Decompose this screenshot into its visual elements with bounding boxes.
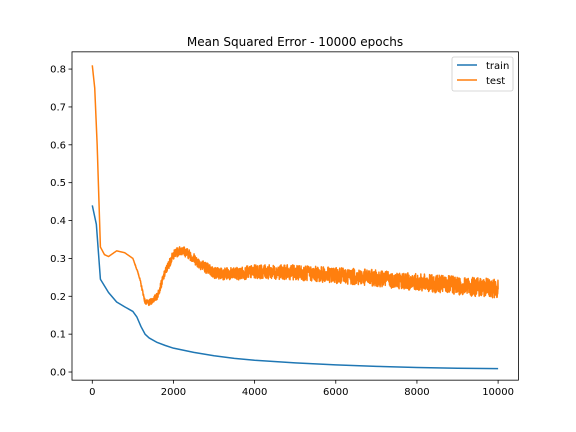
x-tick-label: 8000 bbox=[404, 387, 429, 398]
legend-label-test: test bbox=[486, 76, 505, 87]
y-tick-label: 0.0 bbox=[50, 368, 66, 379]
legend: train test bbox=[451, 56, 514, 92]
y-tick-label: 0.7 bbox=[50, 102, 66, 113]
y-tick-label: 0.5 bbox=[50, 178, 66, 189]
series-layer bbox=[91, 65, 499, 370]
y-tick-label: 0.6 bbox=[50, 140, 66, 151]
x-tick-label: 10000 bbox=[482, 387, 514, 398]
chart-title: Mean Squared Error - 10000 epochs bbox=[187, 35, 403, 49]
x-tick-label: 4000 bbox=[242, 387, 267, 398]
x-tick-label: 2000 bbox=[161, 387, 186, 398]
y-axis-ticks: 0.0 0.1 0.2 0.3 0.4 0.5 0.6 0.7 0.8 bbox=[50, 65, 72, 379]
y-tick-label: 0.3 bbox=[50, 254, 66, 265]
x-tick-label: 6000 bbox=[323, 387, 348, 398]
x-axis-ticks: 0 2000 4000 6000 8000 10000 bbox=[89, 380, 514, 398]
series-line-test bbox=[91, 65, 499, 307]
y-tick-label: 0.2 bbox=[50, 292, 66, 303]
x-tick-label: 0 bbox=[89, 387, 95, 398]
y-tick-label: 0.8 bbox=[50, 65, 66, 76]
legend-label-train: train bbox=[486, 61, 509, 72]
plot-frame bbox=[71, 51, 519, 381]
y-tick-label: 0.4 bbox=[50, 216, 66, 227]
series-line-train bbox=[91, 205, 499, 370]
y-tick-label: 0.1 bbox=[50, 330, 66, 341]
